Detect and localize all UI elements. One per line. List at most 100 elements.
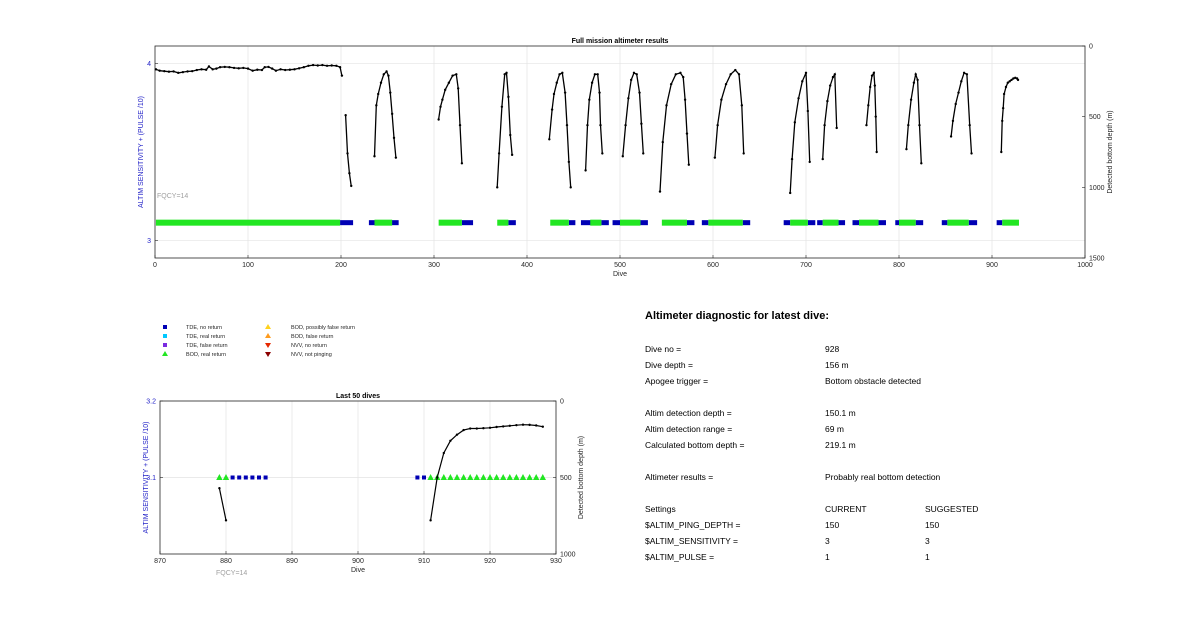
bod-real-return-marker <box>440 474 447 480</box>
bottom-depth-point <box>297 67 301 70</box>
legend-triangle-up-icon <box>265 324 271 329</box>
bottom-depth-series <box>789 72 811 194</box>
y-left-axis-label: ALTIM SENSITIVITY + (PULSE /10) <box>138 96 145 208</box>
bottom-depth-point <box>488 426 492 429</box>
ping-depth-label: $ALTIM_PING_DEPTH = <box>645 520 741 530</box>
bottom-depth-point <box>389 91 392 94</box>
dive-no-row: Dive no = 928 <box>645 341 1065 357</box>
last-50-dives-chart: 870 880 890 900 910 920 930 3.1 3.2 0 500 1000 Last … <box>143 393 585 577</box>
bottom-depth-point <box>495 425 498 429</box>
bottom-depth-point <box>548 138 551 141</box>
bottom-depth-point <box>951 119 955 123</box>
bottom-depth-point <box>224 519 228 522</box>
bottom-depth-point <box>385 70 388 73</box>
legend-label: TDE, false return <box>186 343 228 349</box>
bottom-depth-point <box>801 80 804 83</box>
bottom-depth-point <box>325 64 329 67</box>
bottom-depth-point <box>808 160 811 164</box>
bottom-depth-point <box>918 123 921 127</box>
legend-label: TDE, real return <box>186 334 225 340</box>
bod-real-return-marker <box>859 219 879 226</box>
bottom-depth-point <box>256 68 259 71</box>
bod-real-return-marker <box>661 219 687 226</box>
bod-real-return-marker <box>467 474 474 480</box>
bottom-depth-point <box>211 68 214 71</box>
sensitivity-row: $ALTIM_SENSITIVITY = 3 3 <box>645 533 1065 549</box>
bottom-depth-point <box>456 87 460 90</box>
x-tick-label: 700 <box>800 262 812 269</box>
x-tick-label: 300 <box>428 262 440 269</box>
tde-no-return-marker <box>968 220 978 226</box>
bottom-depth-point <box>788 191 792 195</box>
bottom-depth-point <box>1012 77 1015 80</box>
bottom-depth-point <box>500 105 504 108</box>
bottom-depth-point <box>340 74 344 77</box>
bottom-depth-point <box>558 73 561 76</box>
bod-real-return-marker <box>222 474 230 480</box>
bottom-depth-point <box>790 157 794 161</box>
tde-no-return-marker <box>686 220 695 226</box>
bottom-depth-point <box>598 91 601 94</box>
bod-real-return-marker <box>513 474 520 480</box>
bottom-depth-point <box>335 64 338 67</box>
tde-no-return-marker <box>817 220 823 226</box>
bottom-depth-point <box>909 98 913 101</box>
bod-real-return-marker <box>506 474 513 480</box>
bottom-depth-series <box>714 69 745 158</box>
bottom-depth-point <box>621 155 624 158</box>
bottom-depth-point <box>462 428 465 432</box>
settings-label: Settings <box>645 504 676 514</box>
x-tick-label: 1000 <box>1077 262 1093 269</box>
bottom-depth-point <box>590 81 594 84</box>
dive-no-value: 928 <box>825 344 840 354</box>
bottom-depth-point <box>716 123 719 127</box>
bottom-depth-point <box>835 126 838 130</box>
legend-label: BOD, possibly false return <box>291 325 355 331</box>
bottom-depth-point <box>687 163 691 166</box>
bottom-depth-series <box>822 72 838 160</box>
bottom-depth-point <box>447 81 451 84</box>
bottom-depth-point <box>455 433 459 436</box>
tde-no-return-marker <box>783 220 791 226</box>
bottom-depth-point <box>270 67 274 70</box>
bottom-depth-point <box>629 78 633 82</box>
bottom-depth-point <box>596 73 599 76</box>
pulse-suggested: 1 <box>925 552 930 562</box>
bottom-depth-series <box>865 70 878 153</box>
bottom-depth-point <box>223 65 226 69</box>
y-right-tick-label: 0 <box>560 399 564 406</box>
bod-real-return-marker <box>526 474 533 480</box>
dive-depth-value: 156 m <box>825 360 849 370</box>
x-axis-label: Dive <box>351 567 365 574</box>
bottom-depth-point <box>338 66 342 69</box>
y-left-tick-label: 3 <box>147 238 151 245</box>
bottom-depth-point <box>920 162 923 165</box>
bottom-depth-point <box>661 140 664 144</box>
tde-no-return-marker <box>422 475 426 480</box>
spacer <box>645 453 1065 469</box>
bottom-depth-point <box>373 155 376 158</box>
bottom-depth-point <box>455 73 458 76</box>
tde-no-return-marker <box>415 475 420 480</box>
bod-real-return-marker <box>533 474 540 480</box>
bottom-depth-point <box>181 70 185 74</box>
bottom-depth-point <box>793 121 797 124</box>
bottom-depth-point <box>867 104 870 107</box>
bottom-depth-point <box>263 66 266 69</box>
apogee-trigger-value: Bottom obstacle detected <box>825 376 921 386</box>
legend-triangle-up-icon <box>162 351 168 356</box>
x-tick-label: 500 <box>614 262 626 269</box>
tde-no-return-marker <box>601 220 609 226</box>
bottom-depth-point <box>907 123 910 127</box>
x-tick-label: 100 <box>242 262 254 269</box>
bod-real-return-marker <box>216 474 223 480</box>
calculated-bottom-depth-label: Calculated bottom depth = <box>645 440 745 450</box>
bottom-depth-point <box>624 123 627 127</box>
bottom-depth-point <box>873 84 877 87</box>
dive-depth-label: Dive depth = <box>645 360 693 370</box>
bottom-depth-point <box>640 122 643 125</box>
bottom-depth-point <box>970 152 973 155</box>
altim-detection-depth-row: Altim detection depth = 150.1 m <box>645 405 1065 421</box>
y-right-axis-label: Detected bottom depth (m) <box>1107 110 1114 193</box>
legend-square-icon <box>163 343 167 347</box>
